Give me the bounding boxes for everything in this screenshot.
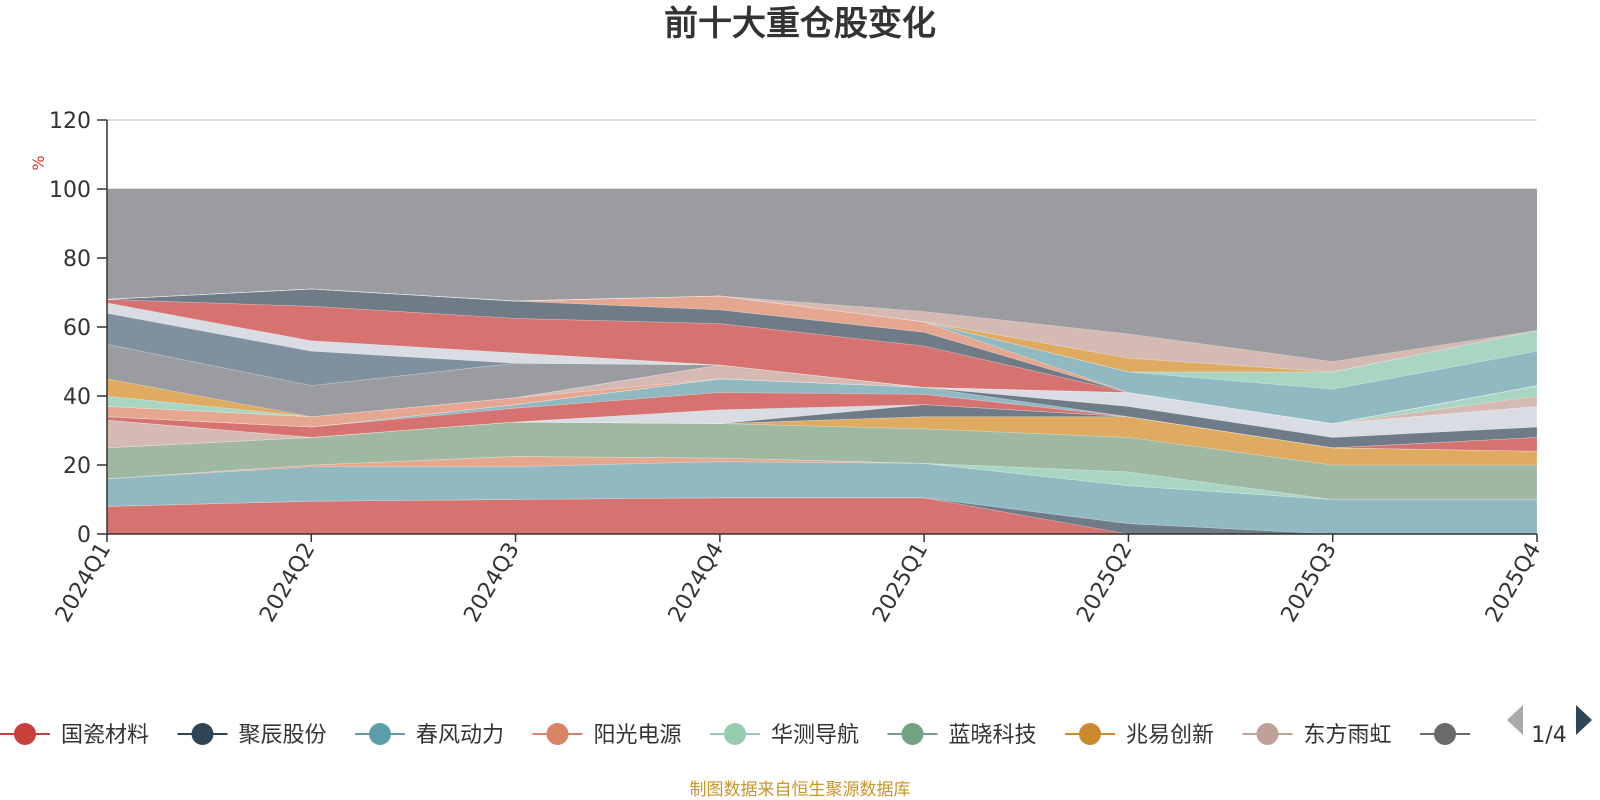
- legend-marker-icon: [901, 723, 924, 745]
- holding-band-5: [106, 378, 1538, 438]
- data-source-note: 制图数据来自恒生聚源数据库: [690, 780, 911, 800]
- series-area-5: [106, 456, 1537, 500]
- y-tick-label: 0: [77, 523, 91, 548]
- legend-item-7[interactable]: 兆易创新: [1065, 723, 1214, 748]
- series-area-4: [106, 456, 1537, 500]
- holding-band-4: [106, 378, 1538, 449]
- legend-marker-icon: [14, 723, 36, 745]
- legend-page-indicator: 1/4: [1531, 723, 1566, 748]
- stacked-areas: [106, 189, 1538, 535]
- chart-title: 前十大重仓股变化: [664, 4, 936, 44]
- legend-label: 蓝晓科技: [949, 723, 1037, 748]
- holding-band-17: [106, 288, 1538, 390]
- y-tick-label: 100: [49, 178, 91, 203]
- legend-label: 东方雨虹: [1304, 723, 1392, 748]
- legend-label: 春风动力: [416, 723, 504, 748]
- y-axis-unit: %: [29, 155, 48, 170]
- legend[interactable]: 国瓷材料 聚辰股份 春风动力 阳光电源 华测导航 蓝晓科技 兆易创新 东方雨虹: [0, 723, 1470, 748]
- legend-item-3[interactable]: 春风动力: [355, 723, 504, 748]
- x-tick-label: 2025Q4: [1481, 539, 1546, 627]
- legend-marker-icon: [1079, 723, 1101, 745]
- x-tick-label: 2024Q3: [459, 539, 524, 627]
- x-tick-label: 2024Q2: [255, 539, 320, 627]
- x-tick-label: 2024Q1: [51, 539, 116, 627]
- holding-band-19: [106, 288, 1538, 373]
- legend-pager[interactable]: 1/4: [1507, 705, 1592, 748]
- holding-band-2: [106, 392, 1538, 452]
- y-tick-label: 20: [63, 454, 91, 479]
- holding-band-16: [106, 288, 1538, 424]
- legend-label: 兆易创新: [1126, 723, 1214, 748]
- x-tick-label: 2025Q2: [1072, 539, 1137, 627]
- y-tick-label: 40: [63, 385, 91, 410]
- x-tick-label: 2025Q3: [1277, 539, 1342, 627]
- legend-marker-icon: [724, 723, 746, 745]
- y-axis-ticks: 0 20 40 60 80 100 120: [49, 109, 107, 548]
- legend-item-4[interactable]: 阳光电源: [532, 723, 682, 748]
- legend-marker-icon: [546, 723, 569, 745]
- legend-prev-arrow-icon[interactable]: [1507, 705, 1523, 735]
- legend-item-6[interactable]: 蓝晓科技: [887, 723, 1037, 748]
- legend-label: 聚辰股份: [239, 723, 327, 748]
- legend-marker-icon: [369, 723, 391, 745]
- legend-item-1[interactable]: 国瓷材料: [0, 723, 149, 748]
- legend-item-9[interactable]: [1420, 723, 1470, 745]
- legend-marker-icon: [191, 723, 214, 745]
- x-tick-label: 2025Q1: [868, 539, 933, 627]
- legend-label: 国瓷材料: [61, 723, 149, 748]
- legend-marker-icon: [1434, 723, 1456, 745]
- legend-label: 华测导航: [771, 723, 859, 748]
- legend-item-5[interactable]: 华测导航: [710, 723, 859, 748]
- y-tick-label: 120: [49, 109, 91, 134]
- legend-item-8[interactable]: 东方雨虹: [1242, 723, 1392, 748]
- y-tick-label: 80: [63, 247, 91, 272]
- legend-marker-icon: [1256, 723, 1279, 745]
- legend-label: 阳光电源: [594, 723, 682, 748]
- x-tick-label: 2024Q4: [664, 539, 729, 627]
- legend-next-arrow-icon[interactable]: [1576, 705, 1592, 735]
- legend-item-2[interactable]: 聚辰股份: [177, 723, 327, 748]
- y-tick-label: 60: [63, 316, 91, 341]
- x-axis-ticks: 2024Q1 2024Q2 2024Q3 2024Q4 2025Q1 2025Q2 2025…: [51, 534, 1546, 627]
